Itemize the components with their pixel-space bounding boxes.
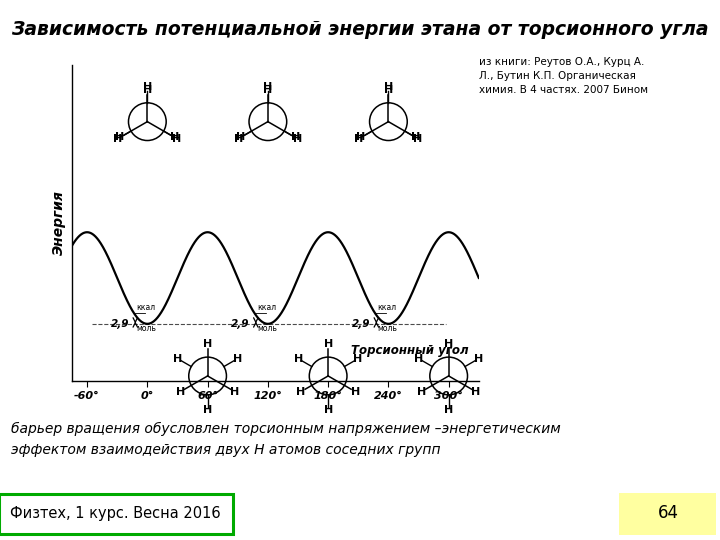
- Text: H: H: [233, 354, 242, 364]
- Text: H: H: [176, 387, 185, 397]
- Text: H: H: [264, 83, 272, 92]
- Text: 2,9: 2,9: [231, 319, 250, 329]
- Text: ккал: ккал: [136, 303, 156, 312]
- Text: H: H: [356, 132, 366, 143]
- Text: H: H: [444, 405, 454, 415]
- Text: H: H: [291, 132, 300, 143]
- Text: H: H: [411, 132, 420, 143]
- Text: H: H: [384, 85, 393, 95]
- Text: H: H: [413, 134, 423, 144]
- FancyBboxPatch shape: [619, 494, 716, 535]
- Text: H: H: [233, 134, 243, 144]
- Text: Физтех, 1 курс. Весна 2016: Физтех, 1 курс. Весна 2016: [10, 506, 220, 521]
- Text: H: H: [351, 387, 360, 397]
- Text: H: H: [230, 387, 240, 397]
- Text: ккал: ккал: [377, 303, 397, 312]
- Text: барьер вращения обусловлен торсионным напряжением –энергетическим
эффектом взаим: барьер вращения обусловлен торсионным на…: [11, 422, 560, 456]
- Text: H: H: [174, 354, 183, 364]
- Text: Торсионный угол: Торсионный угол: [351, 344, 469, 357]
- Text: H: H: [143, 83, 152, 92]
- Text: H: H: [236, 132, 245, 143]
- Text: 64: 64: [657, 504, 679, 522]
- Text: из книги: Реутов О.А., Курц А.
Л., Бутин К.П. Органическая
химия. В 4 частях. 20: из книги: Реутов О.А., Курц А. Л., Бутин…: [479, 57, 648, 94]
- Text: H: H: [353, 354, 362, 364]
- Text: H: H: [444, 339, 454, 349]
- Text: H: H: [115, 132, 125, 143]
- Text: H: H: [203, 339, 212, 349]
- Text: моль: моль: [136, 324, 156, 333]
- Text: моль: моль: [377, 324, 397, 333]
- Text: H: H: [472, 387, 481, 397]
- Text: H: H: [323, 405, 333, 415]
- Text: 2,9: 2,9: [111, 319, 130, 329]
- Text: моль: моль: [257, 324, 276, 333]
- Y-axis label: Энергия: Энергия: [53, 190, 66, 255]
- Text: H: H: [417, 387, 426, 397]
- Text: H: H: [264, 85, 272, 95]
- Text: H: H: [474, 354, 483, 364]
- Text: H: H: [203, 405, 212, 415]
- Text: Зависимость потенциальной энергии этана от торсионного угла: Зависимость потенциальной энергии этана …: [11, 20, 708, 39]
- Text: H: H: [172, 134, 181, 144]
- Text: H: H: [354, 134, 364, 144]
- Text: H: H: [143, 85, 152, 95]
- Text: 2,9: 2,9: [352, 319, 370, 329]
- Text: H: H: [415, 354, 423, 364]
- Text: H: H: [296, 387, 305, 397]
- Text: H: H: [113, 134, 122, 144]
- Text: H: H: [170, 132, 179, 143]
- Text: H: H: [293, 134, 302, 144]
- Text: H: H: [294, 354, 303, 364]
- FancyBboxPatch shape: [0, 494, 233, 535]
- Text: ккал: ккал: [257, 303, 276, 312]
- Text: H: H: [323, 339, 333, 349]
- Text: H: H: [384, 83, 393, 92]
